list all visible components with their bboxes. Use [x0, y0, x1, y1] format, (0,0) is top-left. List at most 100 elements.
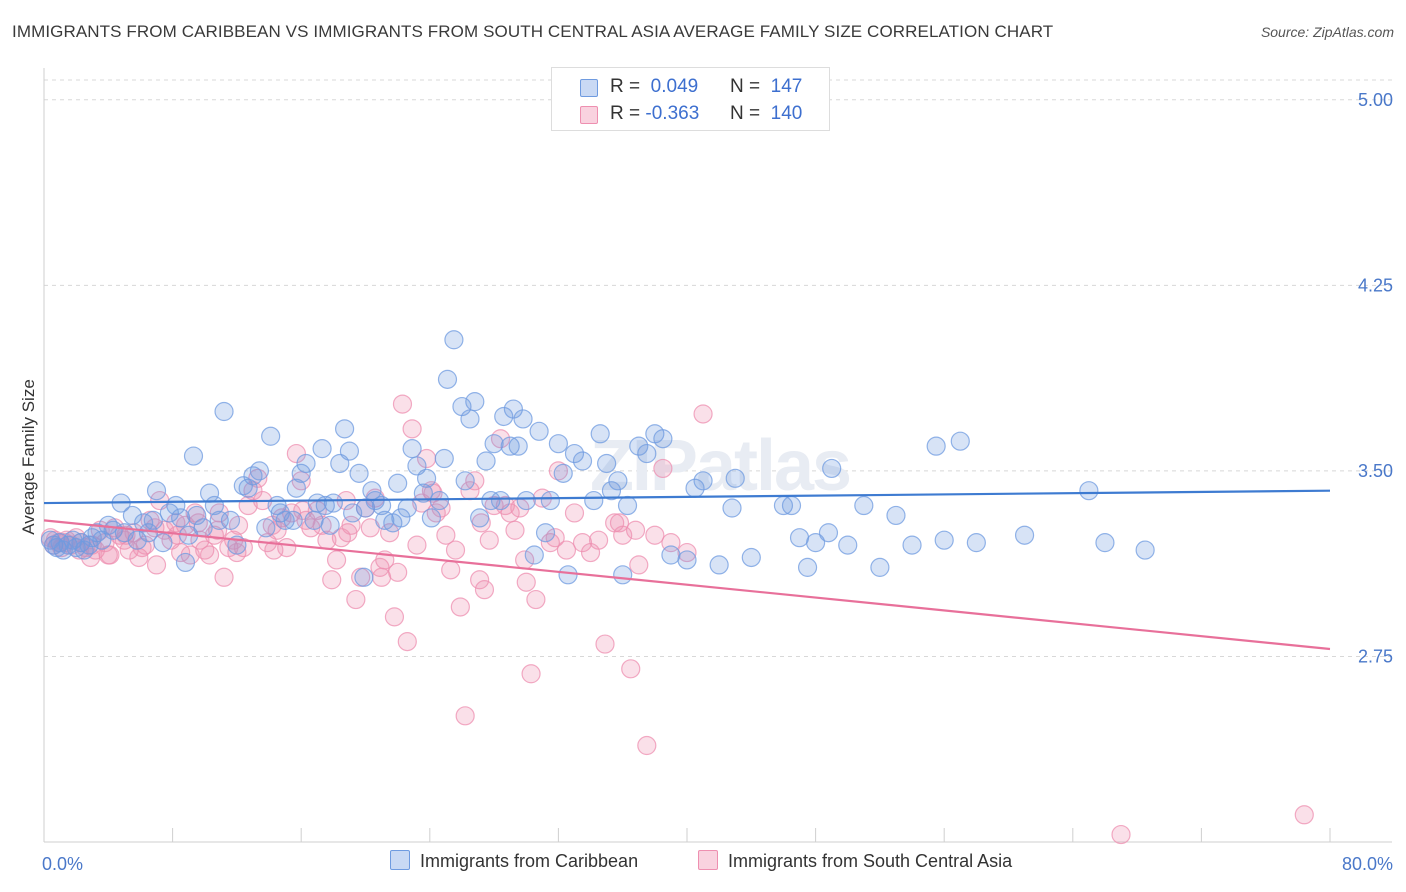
data-point [789, 528, 810, 548]
data-point [558, 565, 578, 585]
trend-line-south-central-asia [43, 519, 1331, 651]
data-point [397, 632, 417, 652]
data-point [384, 607, 405, 627]
data-point [371, 495, 392, 516]
data-point [508, 436, 528, 456]
data-point [613, 525, 633, 545]
data-point [214, 401, 234, 422]
data-point [822, 458, 842, 479]
y-tick-label: 2.75 [1358, 646, 1393, 666]
data-point [455, 471, 475, 491]
legend-swatch-blue [580, 79, 598, 97]
legend-n-value-caribbean: 147 [770, 76, 803, 97]
data-point [397, 498, 417, 518]
data-point [926, 436, 946, 456]
data-point [490, 429, 511, 449]
legend-n-label: N = [730, 103, 761, 124]
data-point [312, 439, 332, 459]
data-point [818, 523, 839, 543]
data-point [797, 557, 818, 577]
data-point [238, 478, 258, 498]
data-point [621, 659, 641, 679]
data-point [838, 535, 858, 555]
correlation-legend: R = 0.049 N = 147 R = -0.363 N = 140 [551, 67, 830, 131]
data-point [193, 518, 213, 538]
data-point [159, 503, 179, 523]
legend-r-label: R = [610, 76, 641, 97]
data-point [886, 505, 906, 526]
legend-r-value-caribbean: 0.049 [650, 76, 699, 97]
data-point [608, 471, 628, 491]
data-point [416, 468, 437, 488]
data-point [339, 441, 360, 461]
x-tick-label: 0.0% [42, 854, 83, 874]
data-point [637, 735, 657, 756]
watermark: ZIPatlas [590, 426, 850, 506]
data-point [375, 510, 395, 530]
data-point [208, 520, 228, 540]
data-point [214, 567, 234, 587]
data-point [256, 518, 276, 538]
data-point [584, 490, 604, 511]
data-point [261, 426, 281, 446]
data-point [338, 523, 358, 543]
data-point [479, 530, 499, 550]
data-point [503, 399, 523, 419]
legend-n-label: N = [730, 76, 761, 97]
data-point [609, 513, 630, 533]
legend-n-value-south-central-asia: 140 [770, 103, 803, 124]
trend-line-caribbean [43, 489, 1331, 505]
data-point [1294, 805, 1314, 825]
data-point [572, 533, 593, 553]
data-point [601, 481, 622, 501]
data-point [564, 443, 585, 464]
data-point [516, 572, 536, 592]
data-point [444, 330, 464, 350]
data-point [307, 493, 327, 513]
data-point [490, 490, 511, 511]
data-point [127, 530, 147, 550]
data-point [249, 461, 270, 481]
data-point [595, 634, 615, 654]
axes [43, 68, 1392, 843]
data-point [629, 436, 649, 456]
data-point [629, 555, 649, 575]
data-point [521, 664, 541, 684]
data-point [187, 505, 207, 526]
data-point [725, 468, 745, 488]
data-point [535, 523, 556, 543]
data-point [264, 540, 284, 560]
data-point [391, 508, 411, 528]
data-point [805, 533, 826, 553]
data-point [677, 550, 697, 570]
data-point [421, 508, 442, 528]
bottom-legend-swatch-pink [698, 850, 718, 870]
data-point [171, 508, 191, 528]
data-point [540, 490, 560, 511]
y-tick-labels: 2.75 3.50 4.25 5.00 [1358, 90, 1393, 667]
y-tick-label: 5.00 [1358, 90, 1393, 110]
data-point [950, 431, 970, 451]
data-point [854, 495, 874, 516]
data-point [465, 471, 485, 491]
data-point [322, 570, 342, 590]
data-point [1079, 481, 1099, 501]
y-tick-label: 4.25 [1358, 275, 1393, 295]
data-point [597, 453, 617, 474]
data-point [434, 448, 454, 469]
data-point [291, 463, 311, 483]
data-point [436, 525, 456, 545]
data-point [283, 510, 303, 530]
bottom-legend-south-central-asia: Immigrants from South Central Asia [698, 850, 1012, 872]
data-point [183, 446, 204, 466]
x-tick-labels: 0.0% 80.0% [42, 854, 1393, 874]
data-point [494, 406, 514, 427]
data-point [934, 530, 954, 550]
data-point [392, 394, 413, 414]
data-point [343, 503, 363, 523]
data-point [572, 451, 593, 471]
data-point [304, 510, 324, 530]
data-point [122, 505, 143, 526]
data-point [966, 533, 986, 553]
